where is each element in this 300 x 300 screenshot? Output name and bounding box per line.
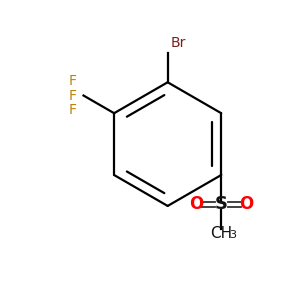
Text: 3: 3 [229,230,236,240]
Text: O: O [189,196,203,214]
Text: S: S [215,196,228,214]
Text: Br: Br [171,37,186,50]
Text: F: F [68,103,76,117]
Text: CH: CH [210,226,232,242]
Text: F: F [68,74,76,88]
Text: F: F [68,88,76,103]
Text: O: O [239,196,254,214]
